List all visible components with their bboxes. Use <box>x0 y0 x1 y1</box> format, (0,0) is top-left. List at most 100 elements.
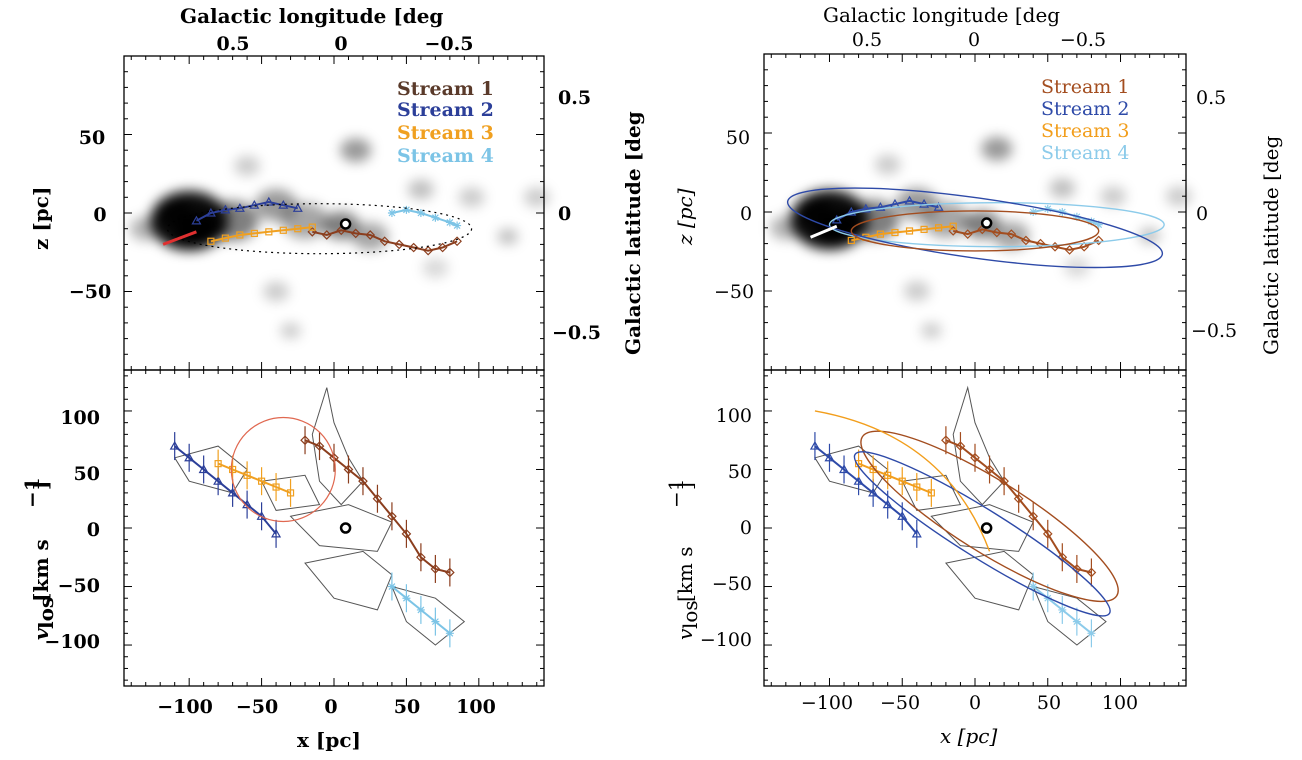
contour <box>952 385 1005 506</box>
left-v-tick-50: 50 <box>74 463 100 485</box>
sgr-a-marker <box>339 522 352 534</box>
gas-blob <box>1049 178 1076 199</box>
right-bottom-contours <box>814 385 1107 646</box>
series-line <box>952 228 1100 251</box>
right-top-ticks <box>764 53 1186 371</box>
right-figure: Galactic longitude [deg 0.5 0 −0.5 Galac… <box>664 3 1283 748</box>
right-right-tick-0: 0.5 <box>1196 87 1226 109</box>
right-x-tick-0: 0 <box>969 692 981 714</box>
right-v-tick-neg50: −50 <box>712 573 752 595</box>
data-point <box>416 552 426 563</box>
left-z-tick-0: 0 <box>93 204 106 226</box>
left-top-tick-2: −0.5 <box>425 33 474 55</box>
left-top-panel: 50 0 −50 z [pc] Stream 1 Stream 2 Stream… <box>29 55 550 371</box>
data-point <box>1057 552 1068 563</box>
left-legend-stream2: Stream 2 <box>397 99 494 121</box>
data-point <box>286 489 295 497</box>
right-v-tick-100: 100 <box>716 405 752 427</box>
data-point <box>229 465 237 474</box>
series-3 <box>207 223 316 245</box>
left-top-tick-0: 0.5 <box>216 33 249 55</box>
right-x-tick-100: 100 <box>1102 692 1138 714</box>
left-v-tick-0: 0 <box>87 519 100 541</box>
left-v-label-exp: −1 <box>20 477 44 508</box>
right-bottom-ticks <box>764 370 1186 686</box>
left-figure: Galactic longitude [deg 0.5 0 −0.5 Galac… <box>20 4 645 752</box>
left-right-tick-1: 0 <box>558 203 571 225</box>
right-v-tick-50: 50 <box>728 461 752 483</box>
data-point <box>372 493 383 504</box>
gas-blob <box>407 179 434 200</box>
left-x-label: x [pc] <box>297 728 361 752</box>
contour <box>930 504 1034 552</box>
data-point <box>941 435 951 446</box>
contour <box>260 474 321 511</box>
left-v-tick-100: 100 <box>60 407 100 429</box>
orbit-stream3 <box>814 410 991 552</box>
contour <box>304 550 393 611</box>
gas-blob <box>352 222 389 251</box>
left-top-ticks <box>124 55 544 371</box>
left-x-tick-neg50: −50 <box>236 696 278 718</box>
left-legend-stream3: Stream 3 <box>397 122 494 144</box>
contour-lines <box>814 385 1107 646</box>
data-point <box>911 528 922 538</box>
data-point <box>401 529 412 539</box>
left-bottom-frame <box>123 369 545 687</box>
data-point <box>300 435 310 446</box>
orbit-dotted <box>166 203 473 255</box>
series-line <box>945 439 1092 574</box>
left-bottom-ticks <box>124 370 544 686</box>
data-point <box>272 483 280 491</box>
left-x-tick-100: 100 <box>456 696 496 718</box>
contour <box>173 445 248 494</box>
left-v-tick-neg50: −50 <box>58 575 100 597</box>
data-point <box>1094 220 1103 229</box>
direction-arrow <box>809 224 838 239</box>
sgr-a-marker <box>980 217 993 229</box>
data-point <box>1087 629 1096 638</box>
series-line <box>312 229 458 252</box>
right-right-tick-2: −0.5 <box>1191 320 1237 342</box>
right-v-tick-neg100: −100 <box>700 629 752 651</box>
gas-blob <box>497 228 519 245</box>
right-top-tick-2: −0.5 <box>1060 29 1106 51</box>
orbit-stream4 <box>828 201 1165 248</box>
gas-blob <box>234 155 261 176</box>
right-v-label-main: v <box>673 628 697 640</box>
left-right-tick-2: −0.5 <box>552 322 601 344</box>
right-legend-stream3: Stream 3 <box>1041 120 1129 142</box>
left-z-tick-50: 50 <box>79 127 105 149</box>
data-point <box>214 460 222 468</box>
series-4 <box>387 205 462 230</box>
sgr-a-marker <box>339 218 352 230</box>
right-top-series <box>786 187 1165 269</box>
gas-blob <box>340 138 372 163</box>
right-right-axis-title: Galactic latitude [deg <box>1259 135 1283 355</box>
left-bottom-panel: 100 50 0 −50 −100 v los [km s −1 ] −100 … <box>20 369 545 752</box>
data-point <box>243 471 251 479</box>
contour <box>289 504 393 552</box>
series-4 <box>387 572 454 648</box>
gas-blob <box>993 221 1030 250</box>
series-line <box>851 225 954 242</box>
gas-blob <box>458 187 485 208</box>
series-line <box>836 199 939 221</box>
left-v-label-main: v <box>29 628 53 640</box>
right-v-tick-0: 0 <box>740 517 752 539</box>
series-line <box>1032 585 1093 635</box>
data-point <box>387 511 397 522</box>
right-top-tick-1: 0 <box>968 29 980 51</box>
right-v-label-close: ] <box>673 482 697 490</box>
left-top-series <box>162 196 473 256</box>
data-point <box>913 483 921 491</box>
left-top-gas-map <box>130 138 550 339</box>
data-point <box>1006 229 1017 239</box>
data-point <box>1093 235 1104 246</box>
left-right-axis-title: Galactic latitude [deg <box>621 111 645 355</box>
sgr-a-marker <box>980 522 993 534</box>
series-1 <box>941 426 1097 587</box>
gas-blob <box>874 154 901 175</box>
series-line <box>217 462 291 494</box>
